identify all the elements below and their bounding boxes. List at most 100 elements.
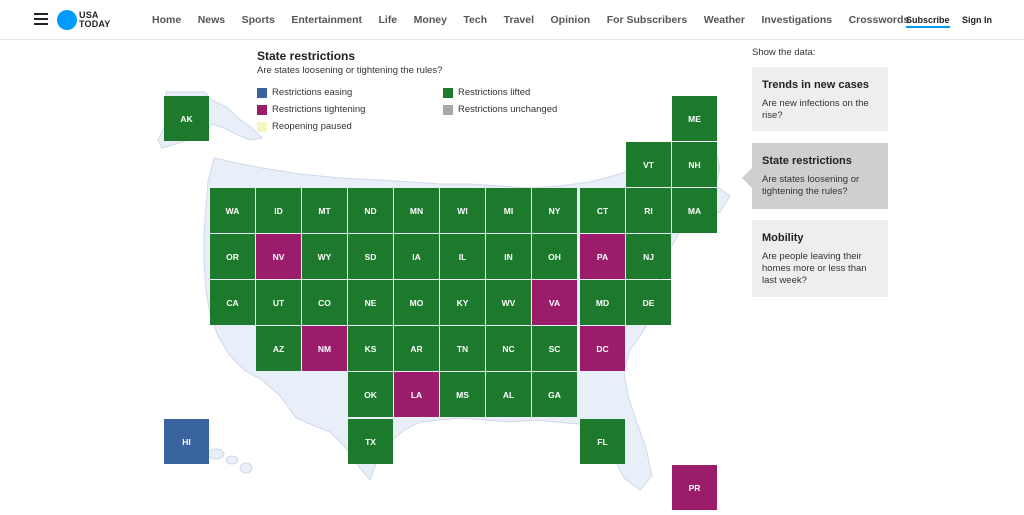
state-tile-tx[interactable]: TX <box>348 419 393 464</box>
sign-in-link[interactable]: Sign In <box>962 15 992 25</box>
state-tile-ca[interactable]: CA <box>210 280 255 325</box>
state-tile-wv[interactable]: WV <box>486 280 531 325</box>
card-description: Are people leaving their homes more or l… <box>762 251 867 286</box>
legend-swatch <box>443 87 453 98</box>
main-nav: Home News Sports Entertainment Life Mone… <box>152 14 926 26</box>
state-tile-ok[interactable]: OK <box>348 372 393 417</box>
state-tile-nm[interactable]: NM <box>302 326 347 371</box>
nav-news[interactable]: News <box>197 14 226 26</box>
nav-weather[interactable]: Weather <box>703 14 745 26</box>
card-title: Mobility <box>762 232 804 244</box>
state-tile-ar[interactable]: AR <box>394 326 439 371</box>
menu-icon[interactable] <box>34 13 48 25</box>
state-tile-dc[interactable]: DC <box>580 326 625 371</box>
state-tile-il[interactable]: IL <box>440 234 485 279</box>
state-tile-fl[interactable]: FL <box>580 419 625 464</box>
state-tile-vt[interactable]: VT <box>626 142 671 187</box>
state-tile-ma[interactable]: MA <box>672 188 717 233</box>
state-tile-de[interactable]: DE <box>626 280 671 325</box>
state-tile-wi[interactable]: WI <box>440 188 485 233</box>
legend-item-tightening: Restrictions tightening <box>257 104 365 115</box>
legend-label: Restrictions lifted <box>458 87 531 98</box>
usa-today-logo[interactable]: USA TODAY <box>57 10 111 30</box>
state-tile-ri[interactable]: RI <box>626 188 671 233</box>
legend-swatch <box>257 87 267 98</box>
state-tile-pr[interactable]: PR <box>672 465 717 510</box>
state-tile-in[interactable]: IN <box>486 234 531 279</box>
nav-sports[interactable]: Sports <box>241 14 275 26</box>
state-tile-hi[interactable]: HI <box>164 419 209 464</box>
state-tile-ny[interactable]: NY <box>532 188 577 233</box>
state-tile-or[interactable]: OR <box>210 234 255 279</box>
state-tile-nd[interactable]: ND <box>348 188 393 233</box>
state-tile-mn[interactable]: MN <box>394 188 439 233</box>
state-tile-co[interactable]: CO <box>302 280 347 325</box>
legend-label: Restrictions unchanged <box>458 104 558 115</box>
nav-life[interactable]: Life <box>378 14 398 26</box>
state-tile-ut[interactable]: UT <box>256 280 301 325</box>
card-state-restrictions[interactable]: State restrictions Are states loosening … <box>742 143 888 209</box>
state-tile-nv[interactable]: NV <box>256 234 301 279</box>
legend-label: Restrictions tightening <box>272 104 366 115</box>
nav-for-subscribers[interactable]: For Subscribers <box>606 14 688 26</box>
legend-title: State restrictions <box>257 49 356 63</box>
nav-entertainment[interactable]: Entertainment <box>291 14 362 26</box>
show-data-label: Show the data: <box>752 47 816 58</box>
state-tile-sd[interactable]: SD <box>348 234 393 279</box>
state-tile-mo[interactable]: MO <box>394 280 439 325</box>
state-tile-sc[interactable]: SC <box>532 326 577 371</box>
nav-crosswords[interactable]: Crosswords <box>848 14 910 26</box>
state-tile-va[interactable]: VA <box>532 280 577 325</box>
state-tile-ga[interactable]: GA <box>532 372 577 417</box>
site-header: USA TODAY Home News Sports Entertainment… <box>0 0 1024 40</box>
state-tile-ks[interactable]: KS <box>348 326 393 371</box>
legend-swatch <box>257 104 267 115</box>
state-tile-ky[interactable]: KY <box>440 280 485 325</box>
state-tile-ct[interactable]: CT <box>580 188 625 233</box>
state-tile-ms[interactable]: MS <box>440 372 485 417</box>
subscribe-link[interactable]: Subscribe <box>906 15 950 28</box>
nav-investigations[interactable]: Investigations <box>761 14 833 26</box>
card-mobility[interactable]: Mobility Are people leaving their homes … <box>752 220 888 297</box>
legend-swatch <box>257 121 267 132</box>
legend-swatch <box>443 104 453 115</box>
active-card-pointer <box>742 168 752 188</box>
nav-money[interactable]: Money <box>413 14 447 26</box>
nav-travel[interactable]: Travel <box>503 14 535 26</box>
state-tile-ne[interactable]: NE <box>348 280 393 325</box>
state-tile-wy[interactable]: WY <box>302 234 347 279</box>
state-tile-id[interactable]: ID <box>256 188 301 233</box>
legend-item-paused: Reopening paused <box>257 121 352 132</box>
state-tile-az[interactable]: AZ <box>256 326 301 371</box>
card-title: Trends in new cases <box>762 79 869 91</box>
state-tile-ia[interactable]: IA <box>394 234 439 279</box>
legend-item-unchanged: Restrictions unchanged <box>443 104 557 115</box>
logo-line1: USA <box>79 10 99 20</box>
legend-label: Reopening paused <box>272 121 352 132</box>
state-tile-mi[interactable]: MI <box>486 188 531 233</box>
state-tile-me[interactable]: ME <box>672 96 717 141</box>
state-tile-nh[interactable]: NH <box>672 142 717 187</box>
logo-line2: TODAY <box>79 19 111 29</box>
nav-tech[interactable]: Tech <box>463 14 488 26</box>
state-tile-nc[interactable]: NC <box>486 326 531 371</box>
legend-item-easing: Restrictions easing <box>257 87 352 98</box>
state-tile-al[interactable]: AL <box>486 372 531 417</box>
card-description: Are states loosening or tightening the r… <box>762 174 860 197</box>
state-tile-nj[interactable]: NJ <box>626 234 671 279</box>
legend-label: Restrictions easing <box>272 87 353 98</box>
card-trends-new-cases[interactable]: Trends in new cases Are new infections o… <box>752 67 888 131</box>
state-tile-ak[interactable]: AK <box>164 96 209 141</box>
state-tile-mt[interactable]: MT <box>302 188 347 233</box>
state-tile-oh[interactable]: OH <box>532 234 577 279</box>
state-tile-md[interactable]: MD <box>580 280 625 325</box>
nav-home[interactable]: Home <box>152 14 182 26</box>
legend-subtitle: Are states loosening or tightening the r… <box>257 65 443 76</box>
state-tile-pa[interactable]: PA <box>580 234 625 279</box>
nav-opinion[interactable]: Opinion <box>550 14 591 26</box>
state-tile-wa[interactable]: WA <box>210 188 255 233</box>
state-tile-la[interactable]: LA <box>394 372 439 417</box>
card-description: Are new infections on the rise? <box>762 98 869 121</box>
logo-dot-icon <box>57 10 77 30</box>
state-tile-tn[interactable]: TN <box>440 326 485 371</box>
